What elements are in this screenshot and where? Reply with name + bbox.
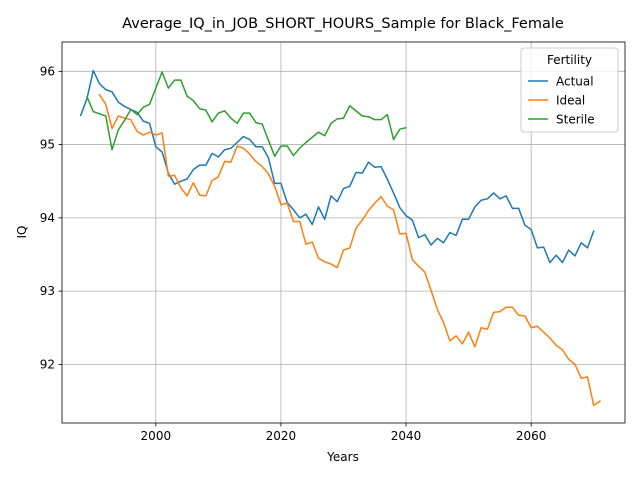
x-tick-label: 2000 <box>141 429 172 443</box>
series-lines <box>79 69 602 407</box>
y-tick-label: 92 <box>40 357 55 371</box>
series-line-sterile <box>86 71 407 158</box>
x-tick-label: 2020 <box>266 429 297 443</box>
legend-label-ideal: Ideal <box>556 94 585 108</box>
x-tick-label: 2060 <box>516 429 547 443</box>
legend-box <box>520 47 619 133</box>
legend-label-actual: Actual <box>556 75 594 89</box>
y-tick-label: 95 <box>40 138 55 152</box>
plot-frame <box>61 41 626 424</box>
y-tick-label: 94 <box>40 211 55 225</box>
legend-title: Fertility <box>547 53 592 67</box>
legend-label-sterile: Sterile <box>556 113 595 127</box>
legend-entries: Actual Ideal Sterile <box>528 75 595 127</box>
x-axis-title: Years <box>326 450 359 464</box>
y-axis-title: IQ <box>15 226 29 239</box>
y-tick-label: 96 <box>40 64 55 78</box>
y-tick-label: 93 <box>40 284 55 298</box>
legend: Fertility Actual Ideal Sterile <box>520 47 619 133</box>
axis-ticks: 2000 2020 2040 2060 92 93 94 95 96 <box>40 64 547 443</box>
chart-title: Average_IQ_in_JOB_SHORT_HOURS_Sample for… <box>122 16 564 32</box>
series-line-ideal <box>98 93 602 407</box>
x-tick-label: 2040 <box>391 429 422 443</box>
